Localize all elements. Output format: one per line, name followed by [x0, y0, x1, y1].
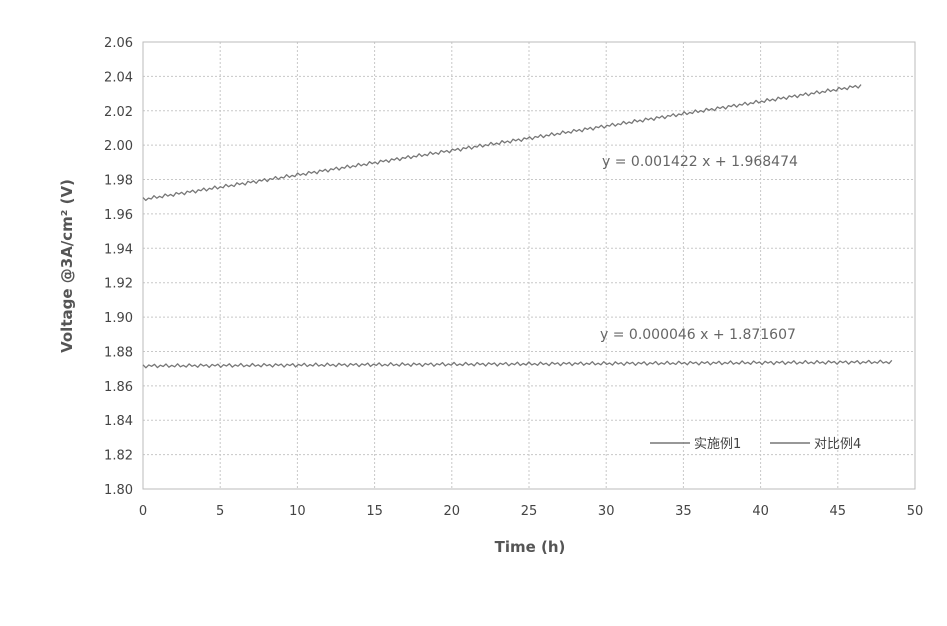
y-tick-label: 1.96 [104, 208, 133, 223]
x-tick-label: 10 [289, 504, 306, 519]
y-tick-label: 1.88 [104, 345, 133, 360]
y-tick-label: 1.94 [104, 242, 133, 257]
x-axis: 0 5 10 15 20 25 30 35 40 45 50 [139, 504, 923, 519]
x-tick-label: 40 [752, 504, 769, 519]
x-tick-label: 20 [444, 504, 461, 519]
y-tick-label: 1.90 [104, 311, 133, 326]
y-axis-title: Voltage @3A/cm² (V) [58, 179, 76, 353]
y-tick-label: 2.04 [104, 70, 133, 85]
x-tick-label: 25 [521, 504, 538, 519]
x-tick-label: 30 [598, 504, 615, 519]
y-tick-label: 1.98 [104, 174, 133, 189]
legend: 实施例1 对比例4 [650, 437, 861, 452]
series-line-1 [142, 359, 893, 369]
y-tick-label: 1.82 [104, 449, 133, 464]
y-tick-label: 2.02 [104, 105, 133, 120]
x-tick-label: 35 [675, 504, 692, 519]
x-tick-label: 50 [907, 504, 924, 519]
y-tick-label: 1.80 [104, 483, 133, 498]
x-tick-label: 45 [830, 504, 847, 519]
legend-label-series-1: 实施例1 [694, 437, 741, 452]
x-axis-title: Time (h) [495, 538, 566, 556]
y-tick-label: 2.00 [104, 139, 133, 154]
trendline-equation-series-2: y = 0.001422 x + 1.968474 [602, 154, 798, 170]
series-line-2 [142, 84, 862, 202]
y-tick-label: 1.86 [104, 380, 133, 395]
y-axis: 1.80 1.82 1.84 1.86 1.88 1.90 1.92 1.94 1.96 1.98… [104, 36, 133, 498]
y-tick-label: 2.06 [104, 36, 133, 51]
x-tick-label: 5 [216, 504, 224, 519]
y-tick-label: 1.84 [104, 414, 133, 429]
x-tick-label: 0 [139, 504, 147, 519]
trendline-equation-series-1: y = 0.000046 x + 1.871607 [600, 327, 796, 343]
plot-area [142, 41, 916, 490]
grid [142, 41, 916, 490]
legend-label-series-2: 对比例4 [814, 437, 861, 452]
y-tick-label: 1.92 [104, 277, 133, 292]
x-tick-label: 15 [366, 504, 383, 519]
series-lines [142, 84, 893, 369]
